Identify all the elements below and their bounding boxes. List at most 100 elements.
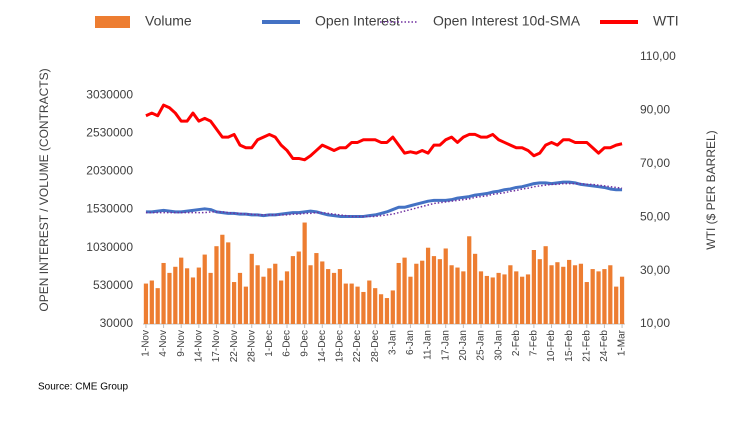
line-open-interest-10d-sma [145,182,623,218]
bar [367,280,372,324]
bar [220,234,225,324]
x-tick-label: 21-Feb [581,330,592,362]
y2-tick-label: 110,00 [640,49,676,63]
bar [208,272,213,324]
x-tick-label: 17-Nov [211,330,222,362]
bar [537,259,542,324]
y-axis-title: OPEN INTEREST / VOLUME (CONTRACTS) [37,68,51,311]
legend-label: WTI [653,13,679,29]
bar [149,280,154,324]
bar [396,262,401,324]
bar [326,269,331,324]
y-tick-label: 1530000 [86,202,133,216]
x-tick-label: 14-Dec [317,330,328,362]
y2-tick-label: 30,00 [640,263,670,277]
bar [255,265,260,324]
bar [202,254,207,324]
bar [596,271,601,324]
bar [531,250,537,324]
bar [467,236,472,324]
legend-swatch [95,16,130,28]
x-tick-label: 28-Dec [370,330,381,362]
x-tick-label: 6-Dec [282,330,293,357]
bar [384,298,390,324]
bar [549,265,554,324]
x-tick-label: 11-Jan [423,330,434,360]
x-tick-label: 19-Dec [335,330,346,362]
bar [572,265,578,324]
y2-tick-label: 90,00 [640,103,670,117]
source: Source: CME Group [38,382,128,393]
x-tick-label: 22-Nov [229,330,240,362]
bar [478,271,484,324]
bar [343,283,348,324]
bar [414,263,419,324]
bar [567,259,572,324]
bar [437,259,442,324]
bar [614,286,619,324]
y-tick-label: 30000 [100,316,134,330]
legend-label: Open Interest [315,13,400,29]
bar [408,276,413,324]
bar [337,269,343,324]
y2-axis-title: WTI ($ PER BARREL) [704,130,718,249]
x-tick-label: 9-Nov [176,330,187,357]
bar [390,290,395,324]
y-tick-label: 3030000 [86,87,133,101]
legend-label: Volume [145,13,192,29]
bar [231,282,237,324]
bar [349,283,354,324]
bar [267,268,272,324]
bar [320,261,325,324]
x-tick-label: 28-Nov [246,330,257,362]
y-tick-label: 2530000 [86,125,133,139]
bar [490,277,495,324]
x-tick-label: 3-Jan [387,330,398,355]
line-open-interest [145,180,623,218]
bar [190,277,196,324]
bar [496,272,501,324]
bar [443,248,448,324]
x-tick-label: 9-Dec [299,330,310,357]
x-tick-label: 24-Feb [599,330,610,362]
x-tick-label: 15-Feb [564,330,575,362]
bar [243,286,248,324]
bar [578,263,584,324]
y2-tick-label: 50,00 [640,209,670,223]
bar [373,288,378,324]
bar [226,242,231,324]
bar [455,267,460,324]
bar [314,253,319,324]
x-tick-label: 25-Jan [476,330,487,361]
bar [302,222,307,324]
bar [261,276,266,324]
bar [273,263,278,324]
bar [355,286,360,324]
x-tick-label: 2-Feb [511,330,522,357]
bar [290,256,296,324]
bar [461,271,466,324]
bar [402,257,407,324]
bar [179,257,184,324]
legend-label: Open Interest 10d-SMA [433,13,581,29]
y-tick-label: 2030000 [86,164,133,178]
bar [155,288,160,324]
bar [420,260,425,324]
bar [561,266,566,324]
bar [161,262,166,324]
x-tick-label: 6-Jan [405,330,416,355]
bar [284,271,290,324]
bar [237,272,243,324]
x-tick-label: 1-Dec [264,330,275,357]
y2-tick-label: 70,00 [640,156,670,170]
bar [584,282,589,324]
bar [279,280,284,324]
x-tick-label: 30-Jan [493,330,504,361]
bar [602,269,607,324]
bar [143,283,149,324]
bar [361,291,366,324]
x-tick-label: 7-Feb [529,330,540,357]
bar [472,253,478,324]
bar [184,268,190,324]
